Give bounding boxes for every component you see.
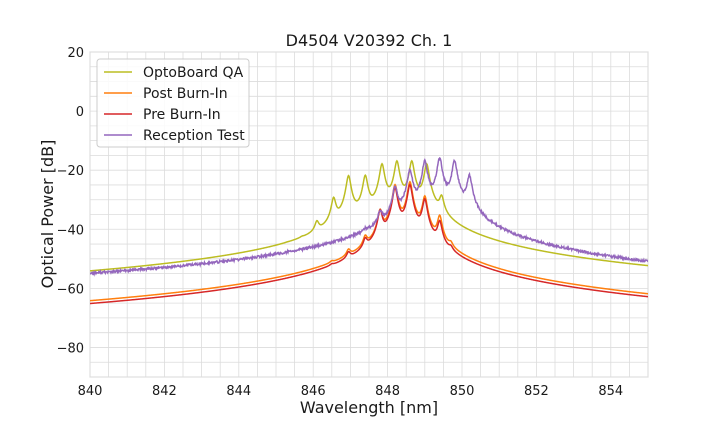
series-line-optoboard-qa	[90, 159, 648, 272]
y-axis-label: Optical Power [dB]	[38, 140, 57, 289]
tick-labels: 840 842 844 846 848 850 852 854 20 0 −20 −40 −60 −80	[57, 46, 624, 399]
x-tick-label: 844	[226, 384, 251, 399]
y-tick-label: −60	[57, 282, 84, 297]
y-tick-label: −20	[57, 164, 84, 179]
legend-label: OptoBoard QA	[143, 65, 244, 81]
series-line-pre-burn-in	[90, 183, 648, 305]
legend-box	[96, 58, 250, 148]
legend-label: Post Burn-In	[143, 86, 228, 102]
series-layer	[90, 157, 648, 305]
chart-title: D4504 V20392 Ch. 1	[286, 31, 453, 50]
legend: OptoBoard QA Post Burn-In Pre Burn-In Recep…	[96, 58, 250, 148]
x-tick-label: 848	[375, 384, 400, 399]
x-tick-label: 842	[152, 384, 177, 399]
x-tick-label: 846	[301, 384, 326, 399]
y-tick-label: −40	[57, 223, 84, 238]
series-line-reception-test	[90, 157, 648, 277]
x-tick-label: 850	[450, 384, 475, 399]
x-tick-label: 840	[78, 384, 103, 399]
x-tick-label: 852	[524, 384, 549, 399]
y-tick-label: 0	[76, 105, 84, 120]
y-tick-label: 20	[67, 46, 84, 61]
legend-label: Reception Test	[143, 128, 245, 144]
x-tick-label: 854	[598, 384, 623, 399]
x-axis-label: Wavelength [nm]	[300, 398, 438, 417]
series-line-post-burn-in	[90, 180, 648, 302]
y-tick-label: −80	[57, 341, 84, 356]
legend-label: Pre Burn-In	[143, 107, 221, 123]
